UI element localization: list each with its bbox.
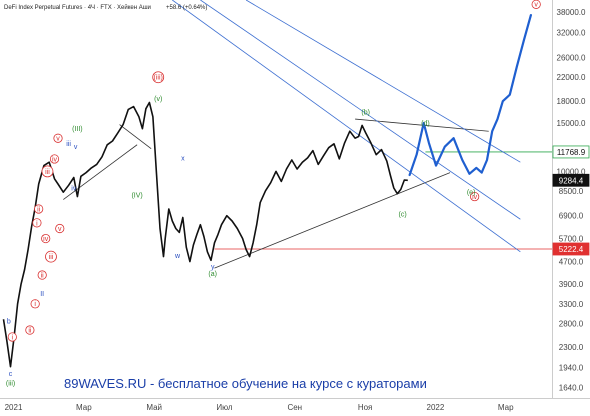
wave-label-ring (55, 223, 65, 234)
x-tick-label: Июл (216, 403, 233, 412)
wave-label-ring (53, 133, 63, 143)
price-change: +58.6 (+0.64%) (166, 5, 207, 11)
projection-path (408, 14, 533, 177)
y-tick-label: 26000.0 (557, 53, 586, 62)
wave-label-ring (7, 332, 17, 342)
wave-label-ring (531, 0, 541, 9)
wave-label: iv (52, 156, 58, 163)
wave-label: (a) (208, 271, 217, 278)
x-tick-label: Мар (498, 403, 514, 412)
y-tick-label: 4700.0 (559, 258, 584, 267)
y-tick-label: 1640.0 (559, 383, 584, 392)
wave-label: (IV) (131, 193, 142, 200)
wave-label: II (40, 291, 44, 298)
wave-label: (iii) (154, 75, 163, 82)
wave-label: v (58, 226, 62, 233)
wave-label: i (12, 334, 14, 341)
x-tick-label: Сен (287, 403, 302, 412)
wave-label: iv (71, 185, 77, 192)
wave-label: i (36, 220, 38, 227)
y-tick-label: 2300.0 (559, 343, 584, 352)
channel-line (172, 0, 521, 253)
y-tick-label: 3900.0 (559, 280, 584, 289)
wave-label: (iii) (6, 380, 15, 387)
chart-title: DeFi Index Perpetual Futures · 4Ч · FTX … (4, 4, 151, 11)
trend-line (214, 172, 451, 269)
wave-label-ring (34, 204, 44, 214)
wave-label: x (181, 155, 185, 162)
wave-label: (III) (72, 126, 83, 133)
wave-label-ring (41, 165, 54, 178)
wave-label: iii (66, 141, 71, 148)
x-tick-label: Май (146, 403, 162, 412)
wave-label: iii (49, 254, 54, 261)
price-series (2, 101, 408, 368)
wave-label: b (7, 319, 11, 326)
wave-label-ring (45, 250, 57, 263)
wave-label: (c) (398, 211, 406, 218)
x-tick-label: Ноя (358, 403, 373, 412)
y-tick-label: 2800.0 (559, 319, 584, 328)
y-tick-label: 38000.0 (557, 8, 586, 17)
price-tag-label: 5222.4 (559, 245, 584, 254)
wave-label-ring (25, 325, 35, 335)
y-tick-label: 1940.0 (559, 363, 584, 372)
price-tag-label: 11768.9 (557, 148, 586, 157)
wave-label: v (56, 136, 60, 143)
y-tick-label: 10000.0 (557, 167, 586, 176)
y-tick-label: 5700.0 (559, 235, 584, 244)
wave-label: iv (43, 236, 49, 243)
wave-label: (b) (361, 110, 370, 117)
x-tick-label: 2022 (427, 403, 445, 412)
channel-line (245, 0, 521, 163)
wave-label: ii (37, 206, 41, 213)
y-tick-label: 8500.0 (559, 187, 584, 196)
promo-banner: 89WAVES.RU - бесплатное обучение на курс… (64, 376, 427, 391)
price-tag-box (552, 242, 590, 256)
price-tag-box (552, 145, 590, 159)
wave-label: iv (472, 194, 478, 201)
wave-label: i (34, 301, 36, 308)
y-tick-label: 6900.0 (559, 212, 584, 221)
wave-label: ii (41, 272, 45, 279)
y-tick-label: 18000.0 (557, 97, 586, 106)
price-tag-box (552, 173, 590, 187)
price-tag-label: 9284.4 (559, 176, 584, 185)
wave-label-ring (152, 71, 165, 84)
wave-label-ring (37, 270, 47, 280)
wave-label: (v) (154, 96, 162, 103)
wave-label-ring (49, 154, 60, 164)
wave-label: y (211, 264, 215, 271)
wave-label-ring (30, 299, 40, 309)
x-tick-label: 2021 (5, 403, 23, 412)
wave-label-ring (32, 218, 42, 228)
wave-label-ring (470, 191, 480, 202)
y-tick-label: 15000.0 (557, 119, 586, 128)
y-tick-label: 22000.0 (557, 73, 586, 82)
wave-label: c (9, 371, 13, 378)
channel-line (200, 0, 521, 220)
wave-label: v (534, 2, 538, 9)
wave-label: iii (45, 169, 50, 176)
wave-label: (e) (467, 190, 476, 197)
wave-label-ring (41, 233, 51, 244)
y-tick-label: 32000.0 (557, 28, 586, 37)
wave-label: ii (28, 327, 32, 334)
trend-line (119, 124, 152, 149)
y-tick-label: 3300.0 (559, 300, 584, 309)
wave-label: w (174, 253, 181, 260)
x-tick-label: Мар (76, 403, 92, 412)
wave-label: (d) (421, 120, 430, 127)
wave-label: v (74, 144, 78, 151)
